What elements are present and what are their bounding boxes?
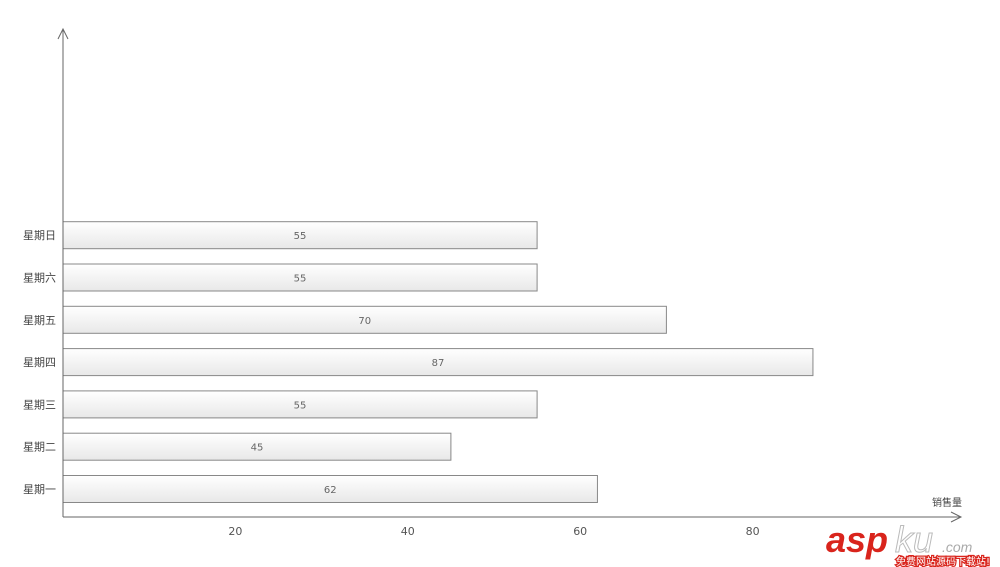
data-label: 55 [294, 231, 307, 242]
watermark: asp ku .com 免费网站源码下载站! [826, 519, 991, 567]
bar [62, 432, 452, 461]
bar [62, 305, 667, 334]
watermark-tagline: 免费网站源码下载站! [896, 555, 990, 567]
x-tick-label: 80 [746, 525, 760, 538]
data-label: 62 [324, 485, 337, 496]
data-label: 87 [432, 358, 445, 369]
x-ticks: 20 40 60 80 [228, 525, 759, 538]
category-label: 星期二 [23, 441, 56, 454]
y-axis-arrow-icon [57, 27, 69, 40]
bar [62, 475, 598, 503]
x-axis-label: 销售量 [932, 496, 962, 509]
category-label: 星期三 [23, 398, 56, 411]
x-tick-label: 40 [401, 525, 415, 538]
data-label: 70 [358, 316, 371, 327]
x-tick-label: 20 [228, 525, 242, 538]
watermark-brand: asp [826, 519, 888, 560]
category-label: 星期五 [23, 314, 56, 327]
category-label: 星期六 [23, 272, 56, 285]
axes: 销售量 [57, 27, 963, 523]
data-label: 55 [294, 274, 307, 285]
data-label: 45 [251, 443, 264, 454]
bars: 62 星期一 45 星期二 55 星期三 87 星期四 70 星期五 55 星期六 55 星期日 [23, 221, 814, 503]
category-label: 星期日 [23, 229, 56, 242]
bar [62, 221, 538, 250]
x-axis-arrow-icon [950, 511, 963, 523]
watermark-domain: .com [942, 539, 973, 555]
bar [62, 348, 814, 377]
category-label: 星期四 [23, 356, 56, 369]
category-label: 星期一 [23, 483, 56, 496]
watermark-brand-outline: ku [895, 519, 933, 560]
x-tick-label: 60 [573, 525, 587, 538]
data-label: 55 [294, 400, 307, 411]
bar [62, 390, 538, 419]
